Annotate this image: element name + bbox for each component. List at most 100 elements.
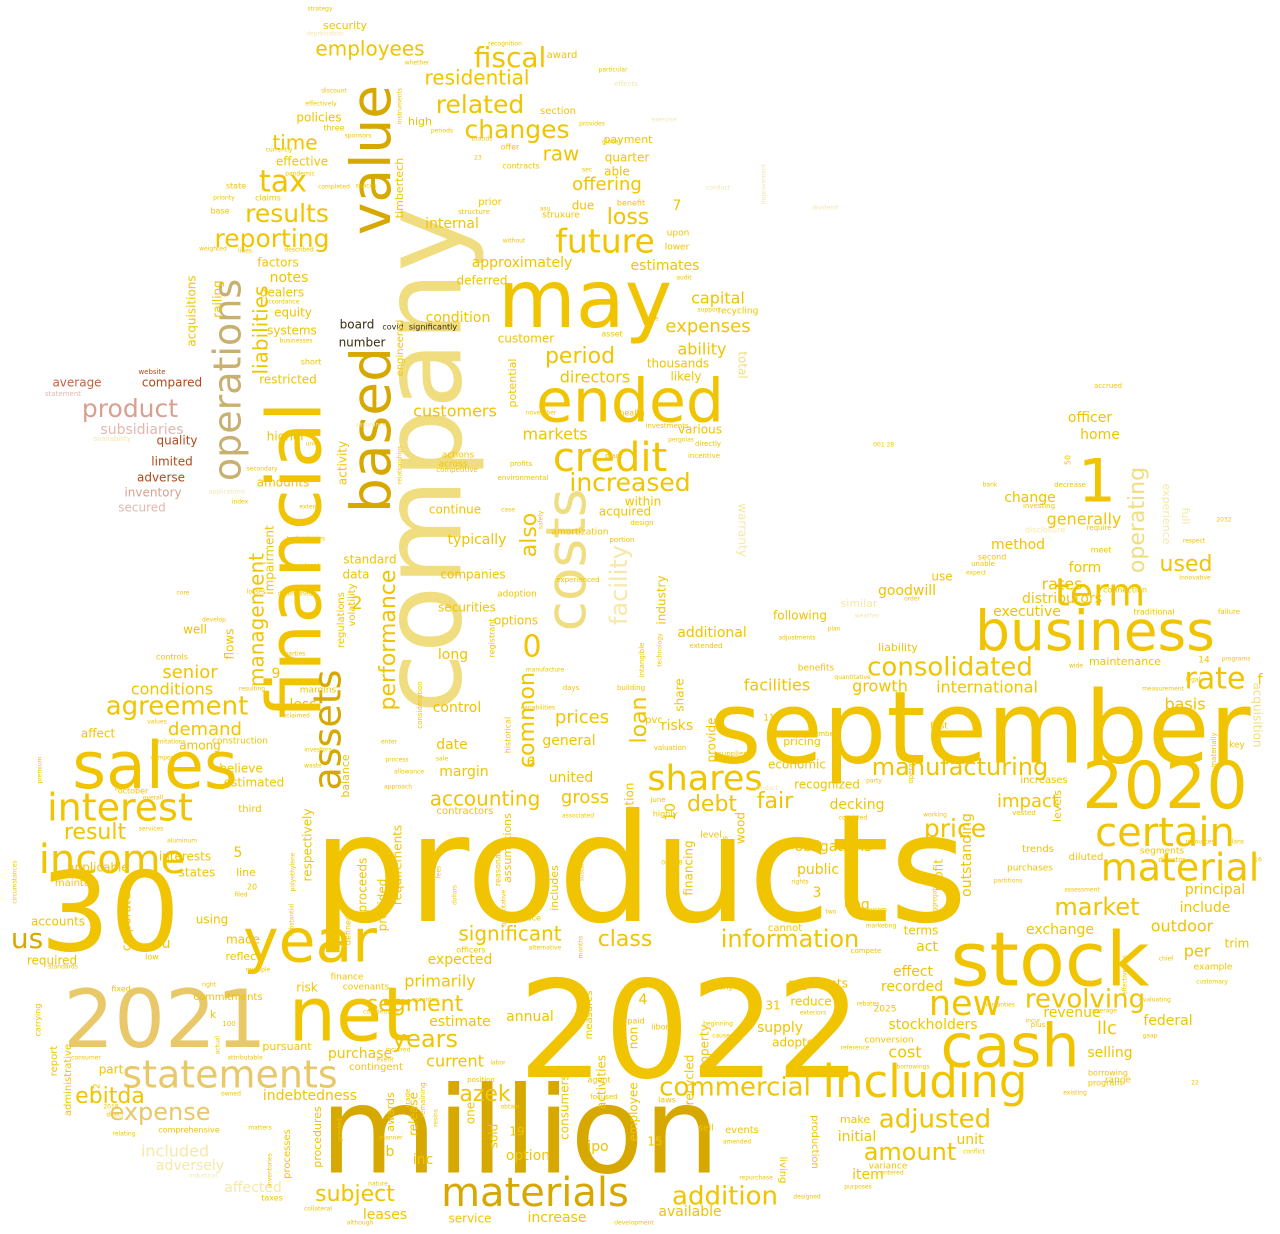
word-average: average bbox=[52, 376, 101, 390]
word-railing: railing bbox=[211, 280, 225, 318]
word-connection: connection bbox=[1103, 586, 1147, 595]
word-31: 31 bbox=[765, 999, 780, 1013]
word-subject: subject bbox=[315, 1182, 395, 1207]
word-warranty: warranty bbox=[736, 503, 750, 557]
word-adoption: adoption bbox=[497, 590, 537, 600]
word-item: item bbox=[852, 1167, 884, 1183]
word-ended: ended bbox=[536, 367, 724, 437]
word-covid: covid bbox=[382, 323, 403, 332]
word-experience: experience bbox=[1160, 484, 1173, 545]
word-traditional: traditional bbox=[1133, 608, 1174, 617]
word-able: able bbox=[604, 165, 630, 179]
word-comprehensive: comprehensive bbox=[158, 1126, 219, 1135]
word-diluted: diluted bbox=[1069, 852, 1104, 863]
word-year: year bbox=[243, 907, 377, 977]
word-strategy: strategy bbox=[307, 6, 332, 13]
word-interests: interests bbox=[159, 850, 211, 864]
word-non: non bbox=[627, 1027, 641, 1050]
word-amortization: amortization bbox=[552, 528, 609, 538]
word-standard: standard bbox=[343, 553, 396, 567]
word-effect: effect bbox=[893, 964, 934, 980]
word-october: october bbox=[118, 787, 149, 796]
word-service: service bbox=[449, 1212, 492, 1226]
word-revolving: revolving bbox=[1025, 985, 1145, 1015]
word-three: three bbox=[323, 124, 344, 133]
word-values: values bbox=[147, 719, 167, 726]
word-extended: extended bbox=[689, 642, 722, 650]
word-accrued: accrued bbox=[1094, 382, 1122, 390]
word-residential: residential bbox=[425, 66, 530, 90]
word-b: b bbox=[386, 1144, 395, 1160]
word-total: total bbox=[736, 351, 750, 378]
word-facility: facility bbox=[605, 545, 633, 625]
word-quantitative-2: quantitative bbox=[834, 674, 871, 681]
word-4: 4 bbox=[639, 992, 648, 1008]
word-rates: rates bbox=[1042, 575, 1083, 594]
word-owned: owned bbox=[221, 1091, 241, 1098]
word-taxes: taxes bbox=[261, 1194, 283, 1203]
word-segments: segments bbox=[1140, 847, 1184, 857]
word-period: period bbox=[545, 344, 615, 369]
word-provide: provide bbox=[705, 717, 719, 762]
word-full: full bbox=[1179, 508, 1192, 525]
word-contracts: contracts bbox=[502, 162, 539, 171]
word-principal: principal bbox=[1185, 882, 1245, 898]
word-production: production bbox=[809, 1115, 820, 1169]
word-estimated: estimated bbox=[224, 776, 284, 790]
word-assets: assets bbox=[306, 670, 350, 791]
word-included: included bbox=[141, 1142, 209, 1161]
word-credit: credit bbox=[553, 435, 667, 481]
word-price: price bbox=[924, 814, 986, 843]
word-us: us bbox=[11, 922, 43, 955]
word-result: result bbox=[64, 820, 127, 845]
word-policies: policies bbox=[296, 111, 341, 125]
word-maintain: maintain bbox=[55, 878, 99, 889]
word-requirements: requirements bbox=[391, 825, 405, 905]
word-approximately: approximately bbox=[472, 255, 573, 271]
word-additional: additional bbox=[677, 625, 747, 641]
word-systems: systems bbox=[267, 324, 317, 338]
word-pricing: pricing bbox=[783, 735, 821, 748]
word-effects: effects bbox=[614, 80, 638, 88]
word-programs: programs bbox=[1222, 656, 1251, 663]
word-volatility: volatility bbox=[347, 583, 358, 626]
word-trim: trim bbox=[1225, 937, 1250, 951]
word-indebtedness: indebtedness bbox=[263, 1088, 357, 1104]
word-activity: activity bbox=[336, 441, 350, 485]
word-margins: margins bbox=[300, 686, 337, 696]
word-quantitative: quantitative bbox=[501, 889, 508, 926]
word-entered: entered bbox=[880, 1170, 904, 1177]
word-2025: 2025 bbox=[874, 1005, 897, 1015]
word-finance: finance bbox=[330, 973, 364, 983]
word-due: due bbox=[572, 199, 595, 213]
word-depreciation: depreciation bbox=[306, 31, 344, 38]
word-administrative: administrative bbox=[63, 1044, 74, 1116]
word-controls: controls bbox=[156, 653, 188, 662]
word-amounts: amounts bbox=[257, 476, 310, 490]
word-report: report bbox=[49, 1046, 60, 1077]
word-make: make bbox=[840, 1113, 870, 1126]
word-also: also bbox=[517, 513, 542, 558]
word-3: 3 bbox=[813, 885, 822, 901]
word-new: new bbox=[929, 984, 1001, 1024]
word-home: home bbox=[1080, 427, 1120, 443]
word-incentive: incentive bbox=[688, 452, 720, 460]
word-manufacture: manufacture bbox=[526, 667, 565, 674]
word-impairment: impairment bbox=[263, 525, 277, 595]
word-6: 6 bbox=[527, 755, 536, 771]
word-impact: impact bbox=[997, 791, 1059, 812]
word-cash: cash bbox=[940, 1012, 1079, 1082]
word-financial: financial bbox=[251, 401, 339, 718]
word-data: data bbox=[342, 568, 369, 582]
word-amount: amount bbox=[864, 1138, 957, 1166]
word-position: position bbox=[467, 1076, 495, 1084]
word-innovative: innovative bbox=[1179, 575, 1211, 582]
word-estimates: estimates bbox=[631, 258, 700, 274]
word-2021: 2021 bbox=[63, 973, 267, 1066]
word-standards: standards bbox=[48, 964, 78, 971]
word-recognition: recognition bbox=[488, 41, 522, 48]
word-plus: plus bbox=[1031, 1021, 1046, 1029]
word-federal: federal bbox=[1143, 1013, 1192, 1029]
word-global: global bbox=[602, 139, 621, 146]
